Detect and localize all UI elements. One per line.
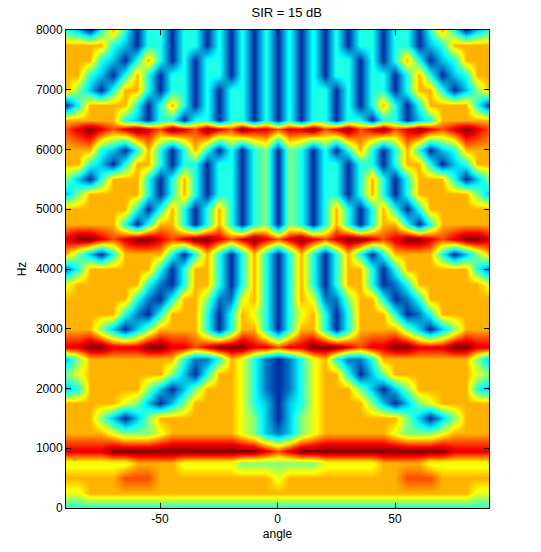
svg-text:7000: 7000 (36, 83, 63, 97)
svg-text:0: 0 (56, 501, 63, 515)
svg-text:SIR = 15 dB: SIR = 15 dB (251, 5, 321, 20)
svg-text:-50: -50 (151, 512, 169, 526)
svg-text:8000: 8000 (36, 23, 63, 37)
svg-text:50: 50 (388, 512, 402, 526)
svg-text:6000: 6000 (36, 143, 63, 157)
svg-text:4000: 4000 (36, 262, 63, 276)
svg-text:1000: 1000 (36, 441, 63, 455)
svg-text:0: 0 (274, 512, 281, 526)
svg-text:Hz: Hz (15, 262, 29, 277)
svg-text:3000: 3000 (36, 322, 63, 336)
svg-text:5000: 5000 (36, 202, 63, 216)
svg-text:2000: 2000 (36, 382, 63, 396)
svg-text:angle: angle (263, 527, 293, 541)
